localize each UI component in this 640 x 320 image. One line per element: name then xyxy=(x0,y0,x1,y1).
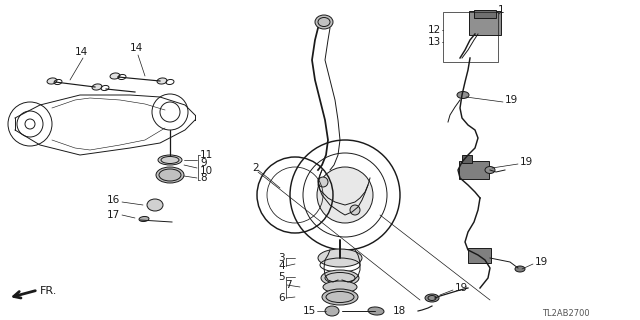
Ellipse shape xyxy=(322,289,358,305)
Text: 17: 17 xyxy=(107,210,120,220)
Ellipse shape xyxy=(92,84,102,90)
Text: 6: 6 xyxy=(278,293,285,303)
Text: 19: 19 xyxy=(535,257,548,267)
Text: 14: 14 xyxy=(130,43,143,53)
Ellipse shape xyxy=(139,216,149,221)
Circle shape xyxy=(318,177,328,187)
Text: 15: 15 xyxy=(303,306,316,316)
Text: 18: 18 xyxy=(393,306,406,316)
Text: FR.: FR. xyxy=(40,286,58,296)
Ellipse shape xyxy=(368,307,384,315)
FancyBboxPatch shape xyxy=(459,161,489,179)
Ellipse shape xyxy=(315,15,333,29)
Text: 10: 10 xyxy=(200,166,213,176)
Text: 9: 9 xyxy=(200,158,207,168)
Ellipse shape xyxy=(485,166,495,173)
Text: 4: 4 xyxy=(278,261,285,271)
Ellipse shape xyxy=(515,266,525,272)
Ellipse shape xyxy=(47,78,57,84)
Text: 7: 7 xyxy=(285,280,292,290)
Ellipse shape xyxy=(321,270,359,286)
Text: 5: 5 xyxy=(278,272,285,282)
Ellipse shape xyxy=(156,167,184,183)
Text: 19: 19 xyxy=(455,283,468,293)
Ellipse shape xyxy=(457,92,469,99)
Text: 3: 3 xyxy=(278,253,285,263)
FancyBboxPatch shape xyxy=(474,10,496,18)
Ellipse shape xyxy=(157,78,167,84)
Circle shape xyxy=(350,205,360,215)
Text: 19: 19 xyxy=(520,157,533,167)
Text: 13: 13 xyxy=(428,37,441,47)
Circle shape xyxy=(317,167,373,223)
FancyBboxPatch shape xyxy=(469,11,501,35)
Text: 8: 8 xyxy=(200,173,207,183)
Text: TL2AB2700: TL2AB2700 xyxy=(542,308,590,317)
Text: 2: 2 xyxy=(252,163,259,173)
FancyBboxPatch shape xyxy=(467,247,490,262)
Text: 1: 1 xyxy=(498,5,504,15)
Ellipse shape xyxy=(325,306,339,316)
Ellipse shape xyxy=(425,294,439,302)
Ellipse shape xyxy=(110,73,120,79)
Text: 11: 11 xyxy=(200,150,213,160)
Ellipse shape xyxy=(147,199,163,211)
Ellipse shape xyxy=(158,155,182,165)
Text: 12: 12 xyxy=(428,25,441,35)
Ellipse shape xyxy=(318,249,362,267)
Text: 14: 14 xyxy=(75,47,88,57)
Text: 16: 16 xyxy=(107,195,120,205)
Ellipse shape xyxy=(323,281,357,293)
Text: 19: 19 xyxy=(505,95,518,105)
FancyBboxPatch shape xyxy=(462,155,472,163)
